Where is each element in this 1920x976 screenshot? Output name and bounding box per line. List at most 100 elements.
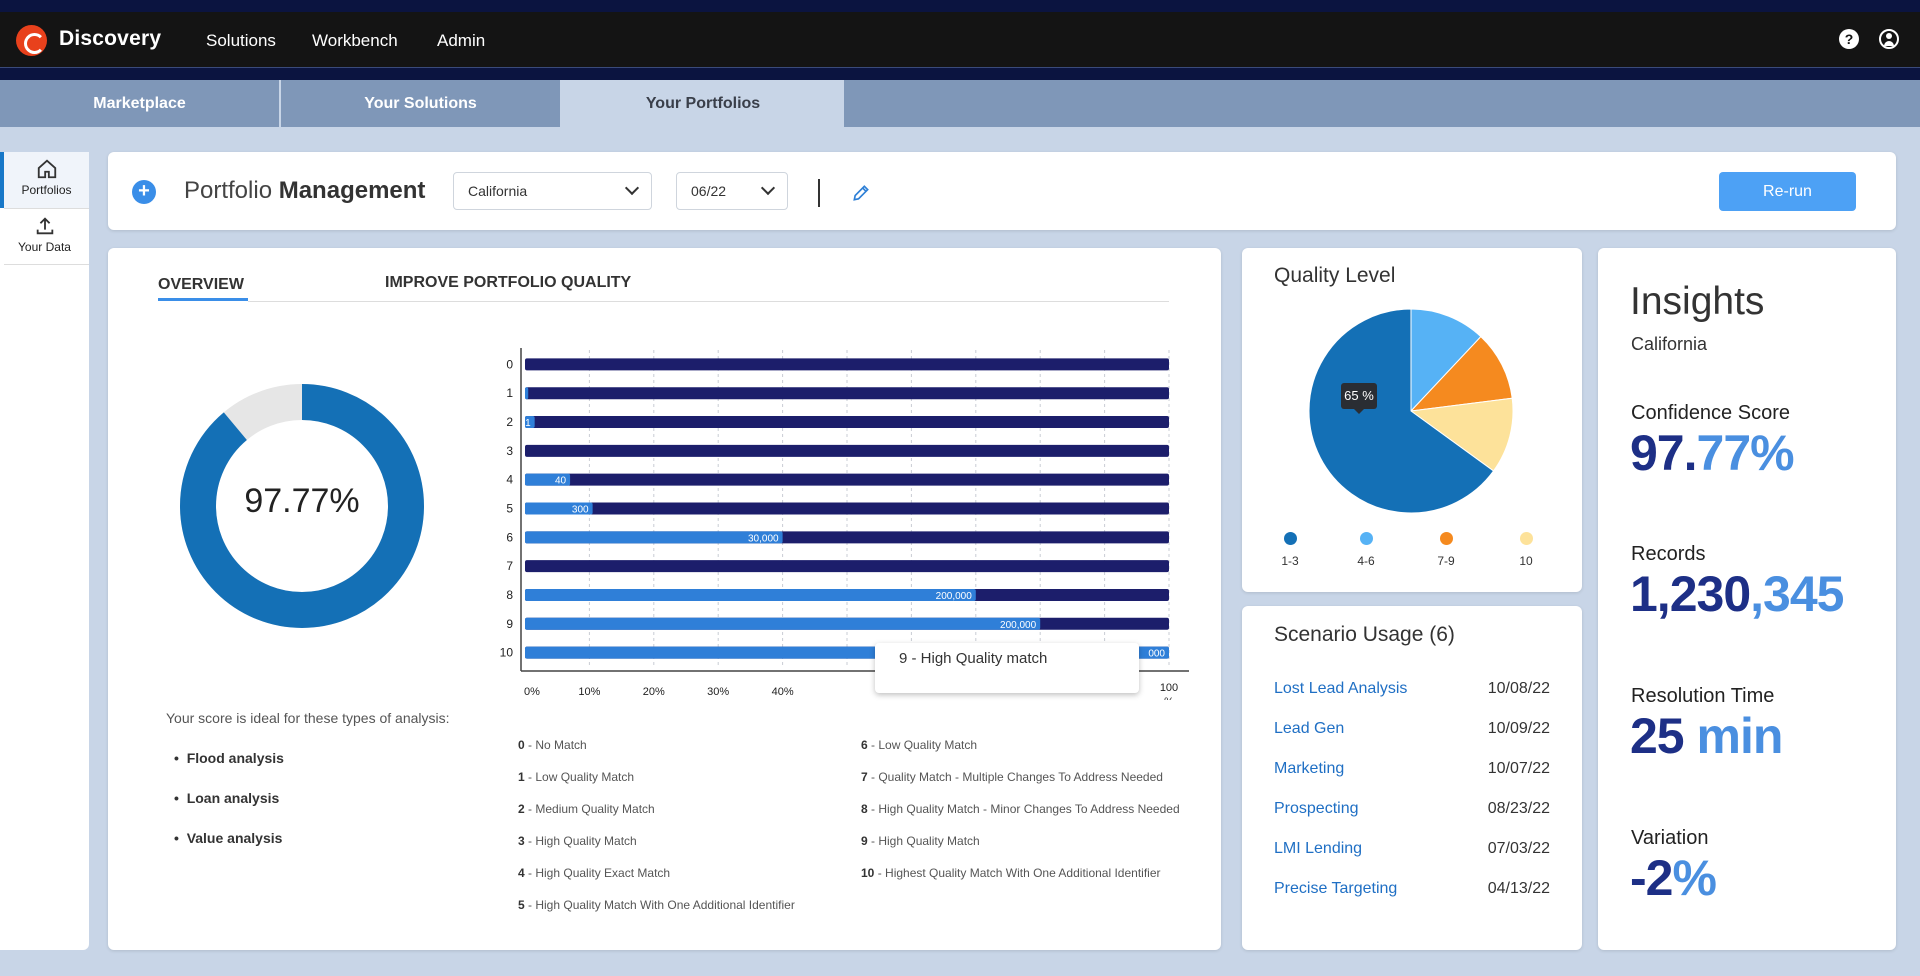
legend-description: - High Quality Match <box>867 834 980 848</box>
bar-category-label: 7 <box>506 559 513 573</box>
scenario-row: Lead Gen 10/09/22 <box>1274 720 1550 744</box>
bar-fill[interactable] <box>525 617 1041 630</box>
resolution-time-value: 25 min <box>1630 707 1784 765</box>
help-circle-icon[interactable]: ? <box>1839 29 1859 49</box>
pie-slice-10[interactable] <box>1409 397 1514 472</box>
value-part-dark: -2 <box>1630 850 1673 906</box>
pie-slice-7-9[interactable] <box>1409 335 1513 412</box>
bar-category-label: 6 <box>506 530 513 544</box>
nav-solutions[interactable]: Solutions <box>206 31 276 50</box>
bar-track[interactable] <box>525 416 1169 429</box>
add-portfolio-button[interactable]: + <box>132 180 156 204</box>
bar-track[interactable] <box>525 444 1169 457</box>
legend-code: 2 <box>518 802 525 816</box>
legend-item: 7 - Quality Match - Multiple Changes To … <box>861 770 1163 784</box>
legend-code: 5 <box>518 898 525 912</box>
bar-track[interactable] <box>525 502 1169 515</box>
discovery-logo-icon[interactable] <box>16 25 47 56</box>
side-nav <box>0 152 89 950</box>
ideal-intro: Your score is ideal for these types of a… <box>166 710 450 726</box>
bar-fill[interactable] <box>525 588 976 601</box>
date-select[interactable]: 06/22 <box>676 172 788 210</box>
nav-workbench[interactable]: Workbench <box>312 31 398 50</box>
insights-card <box>1598 248 1896 950</box>
bar-fill[interactable] <box>525 531 783 544</box>
rerun-button[interactable]: Re-run <box>1719 172 1856 211</box>
legend-item: 4 - High Quality Exact Match <box>518 866 670 880</box>
confidence-score-label: Confidence Score <box>1631 402 1790 424</box>
legend-description: - Low Quality Match <box>524 770 635 784</box>
legend-description: - High Quality Match - Minor Changes To … <box>867 802 1180 816</box>
donut-value-arc <box>180 384 424 628</box>
tab-your-portfolios[interactable]: Your Portfolios <box>562 80 844 127</box>
x-tick-label: 10% <box>578 686 600 698</box>
legend-item: 2 - Medium Quality Match <box>518 802 655 816</box>
variation-value: -2% <box>1630 849 1717 907</box>
bar-fill[interactable] <box>525 387 529 400</box>
brand-name[interactable]: Discovery <box>59 27 162 50</box>
legend-item: 5 - High Quality Match With One Addition… <box>518 898 795 912</box>
legend-code: 0 <box>518 738 525 752</box>
bar-track[interactable] <box>525 560 1169 573</box>
legend-item: 3 - High Quality Match <box>518 834 637 848</box>
legend-code: 6 <box>861 738 868 752</box>
pie-slice-1-3[interactable] <box>1308 308 1495 514</box>
scenario-date: 07/03/22 <box>1487 840 1550 857</box>
match-distribution-bar-chart: 0 1 2 1 3 4 40 5 300 6 30,000 7 8 200,000 9 200,000 10 00… <box>490 340 1190 708</box>
scenario-date: 10/07/22 <box>1487 760 1550 777</box>
tabs-divider <box>248 301 1169 302</box>
value-part-light: min <box>1696 708 1784 764</box>
sidebar-item-portfolios[interactable]: Portfolios <box>0 152 89 208</box>
pie-legend-dot <box>1360 532 1373 545</box>
bar-fill[interactable] <box>525 502 593 515</box>
scenario-row: Prospecting 08/23/22 <box>1274 800 1550 824</box>
bar-data-label: 000 <box>1148 649 1165 660</box>
tab-overview[interactable]: OVERVIEW <box>158 276 244 293</box>
scenario-link[interactable]: Prospecting <box>1274 800 1359 817</box>
bar-fill[interactable] <box>525 416 535 429</box>
nav-admin[interactable]: Admin <box>437 31 486 50</box>
bar-fill[interactable] <box>525 473 571 486</box>
date-select-value: 06/22 <box>691 183 727 199</box>
bar-category-label: 2 <box>506 415 513 429</box>
header-separator <box>818 179 820 207</box>
chevron-down-icon <box>624 180 640 196</box>
scenario-link[interactable]: Marketing <box>1274 760 1345 777</box>
x-tick-label: 20% <box>643 686 665 698</box>
chevron-down-icon <box>760 180 776 196</box>
scenario-link[interactable]: LMI Lending <box>1274 840 1363 857</box>
legend-description: - Quality Match - Multiple Changes To Ad… <box>867 770 1163 784</box>
user-circle-icon[interactable] <box>1879 29 1899 49</box>
bar-data-label: 40 <box>555 476 567 487</box>
x-tick-label: 30% <box>707 686 729 698</box>
state-select[interactable]: California <box>453 172 652 210</box>
bar-track[interactable] <box>525 358 1169 371</box>
pie-legend-dot <box>1520 532 1533 545</box>
ideal-item-label: Value analysis <box>186 830 283 846</box>
bar-track[interactable] <box>525 387 1169 400</box>
bar-track[interactable] <box>525 473 1169 486</box>
value-part-dark: 97. <box>1630 425 1698 481</box>
scenario-link[interactable]: Lead Gen <box>1274 720 1345 737</box>
top-navbar <box>0 12 1920 68</box>
records-label: Records <box>1631 543 1706 565</box>
pie-legend-label: 1-3 <box>1281 554 1299 568</box>
scenario-date: 10/08/22 <box>1487 680 1550 697</box>
tab-your-solutions[interactable]: Your Solutions <box>281 80 562 127</box>
quality-level-title: Quality Level <box>1274 264 1396 287</box>
variation-label: Variation <box>1631 827 1709 849</box>
bar-category-label: 10 <box>500 646 514 660</box>
scenario-link[interactable]: Lost Lead Analysis <box>1274 680 1408 697</box>
scenario-date: 10/09/22 <box>1487 720 1550 737</box>
pie-slice-4-6[interactable] <box>1410 308 1482 413</box>
x-tick-label: 40% <box>772 686 794 698</box>
tab-marketplace[interactable]: Marketplace <box>0 80 281 127</box>
tab-improve-portfolio-quality[interactable]: IMPROVE PORTFOLIO QUALITY <box>385 274 632 291</box>
legend-code: 8 <box>861 802 868 816</box>
scenario-link[interactable]: Precise Targeting <box>1274 880 1398 897</box>
legend-description: - No Match <box>524 738 587 752</box>
x-tick-label: 100 <box>1160 682 1178 694</box>
sidebar-item-your-data[interactable]: Your Data <box>0 210 89 266</box>
pencil-icon[interactable] <box>851 183 871 203</box>
pie-legend-label: 10 <box>1519 554 1533 568</box>
